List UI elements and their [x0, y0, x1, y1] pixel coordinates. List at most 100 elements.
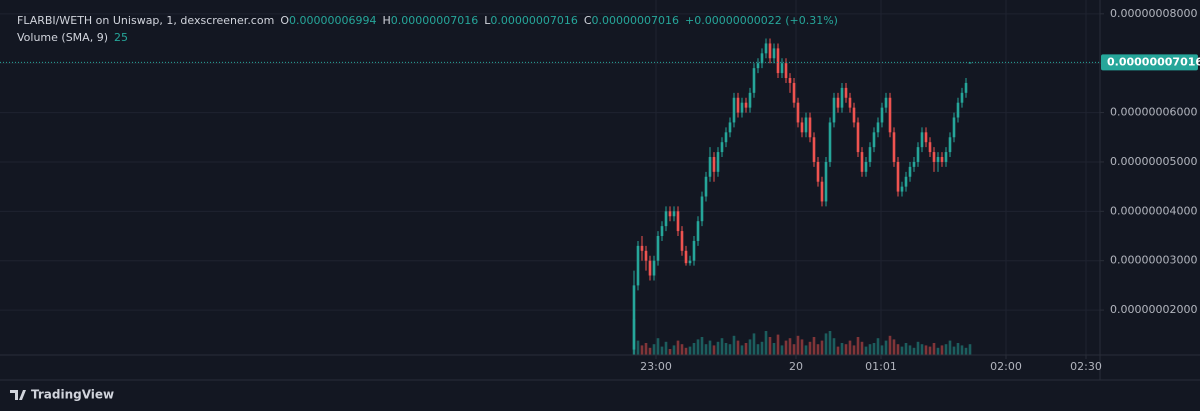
volume-value: 25 [114, 31, 128, 44]
candle-body [868, 147, 872, 162]
volume-bar [836, 346, 840, 355]
volume-bar [804, 345, 808, 355]
volume-bar [852, 345, 856, 355]
candle-body [832, 97, 836, 123]
candle-body [968, 62, 972, 64]
volume-bar [684, 347, 688, 355]
candle-body [648, 260, 652, 276]
candle-body [760, 53, 764, 64]
volume-bar [756, 344, 760, 355]
candle-body [876, 122, 880, 133]
candle-body [816, 161, 820, 182]
volume-bar [708, 340, 712, 355]
candle-body [756, 63, 760, 69]
volume-bar [908, 345, 912, 355]
volume-bar [752, 333, 756, 355]
volume-bar [696, 339, 700, 355]
candle-body [728, 122, 732, 133]
volume-bar [892, 339, 896, 355]
volume-bar [784, 340, 788, 355]
candle-body [792, 82, 796, 103]
candle-body [748, 92, 752, 108]
candle-body [952, 117, 956, 138]
volume-bar [660, 346, 664, 355]
candle-body [940, 157, 944, 162]
volume-bar [940, 345, 944, 355]
x-tick-label: 02:00 [990, 360, 1022, 373]
candle-body [860, 152, 864, 172]
volume-bar [704, 344, 708, 355]
axes: 0.000000080000.000000070000.000000060000… [0, 7, 1200, 373]
candle-body [724, 132, 728, 143]
y-tick-label: 0.00000004000 [1110, 204, 1197, 217]
candle-body [864, 161, 868, 172]
volume-bar [824, 333, 828, 355]
candle-body [828, 122, 832, 162]
y-tick-label: 0.00000008000 [1110, 7, 1197, 20]
candle-body [676, 211, 680, 232]
candle-body [780, 63, 784, 74]
candles [632, 38, 972, 355]
candle-body [884, 97, 888, 108]
volume-bar [844, 344, 848, 355]
volume-bar [676, 340, 680, 355]
candle-body [696, 221, 700, 241]
candle-body [932, 152, 936, 162]
candle-body [872, 132, 876, 148]
candle-body [908, 166, 912, 177]
volume-bar [960, 345, 964, 355]
candle-body [812, 137, 816, 162]
candle-body [740, 102, 744, 113]
candle-body [660, 226, 664, 237]
volume-bar [860, 341, 864, 355]
last-price-tag [1101, 54, 1198, 71]
volume-bar [736, 340, 740, 355]
candle-body [916, 147, 920, 162]
candle-body [744, 102, 748, 108]
candle-body [900, 186, 904, 192]
volume-bar [780, 345, 784, 355]
volume-bar [692, 343, 696, 355]
volume-bar [724, 343, 728, 355]
candle-body [656, 236, 660, 261]
candle-body [632, 285, 636, 350]
volume-bar [716, 341, 720, 355]
candle-body [844, 87, 848, 98]
volume-bar [760, 341, 764, 355]
volume-bar [848, 340, 852, 355]
volume-bar [812, 337, 816, 355]
candle-body [640, 245, 644, 251]
volume-bar [964, 347, 968, 355]
ohlc-value: 0.00000007016 [592, 14, 679, 27]
volume-bar [888, 335, 892, 355]
volume-bar [648, 347, 652, 355]
volume-bar [664, 341, 668, 355]
symbol-title: FLARBI/WETH on Uniswap, 1, dexscreener.c… [17, 14, 274, 27]
volume-bar [920, 344, 924, 355]
volume-bar [880, 345, 884, 355]
volume-bar [688, 346, 692, 355]
candle-body [920, 132, 924, 148]
volume-bar [904, 343, 908, 355]
grid [0, 0, 1100, 355]
x-tick-label: 20 [789, 360, 803, 373]
candle-body [896, 161, 900, 192]
volume-bar [792, 344, 796, 355]
candle-body [668, 211, 672, 217]
candle-body [820, 181, 824, 202]
candle-body [664, 211, 668, 227]
candle-body [904, 176, 908, 187]
candle-body [716, 152, 720, 172]
volume-bar [796, 335, 800, 355]
volume-bar [952, 346, 956, 355]
candle-body [680, 231, 684, 251]
candle-body [752, 68, 756, 93]
candle-body [836, 97, 840, 108]
candle-body [888, 97, 892, 133]
footer-text: TradingView [31, 388, 114, 402]
candle-body [764, 43, 768, 54]
ohlc-key: O [280, 14, 289, 27]
volume-bar [840, 343, 844, 355]
volume-bar [956, 343, 960, 355]
